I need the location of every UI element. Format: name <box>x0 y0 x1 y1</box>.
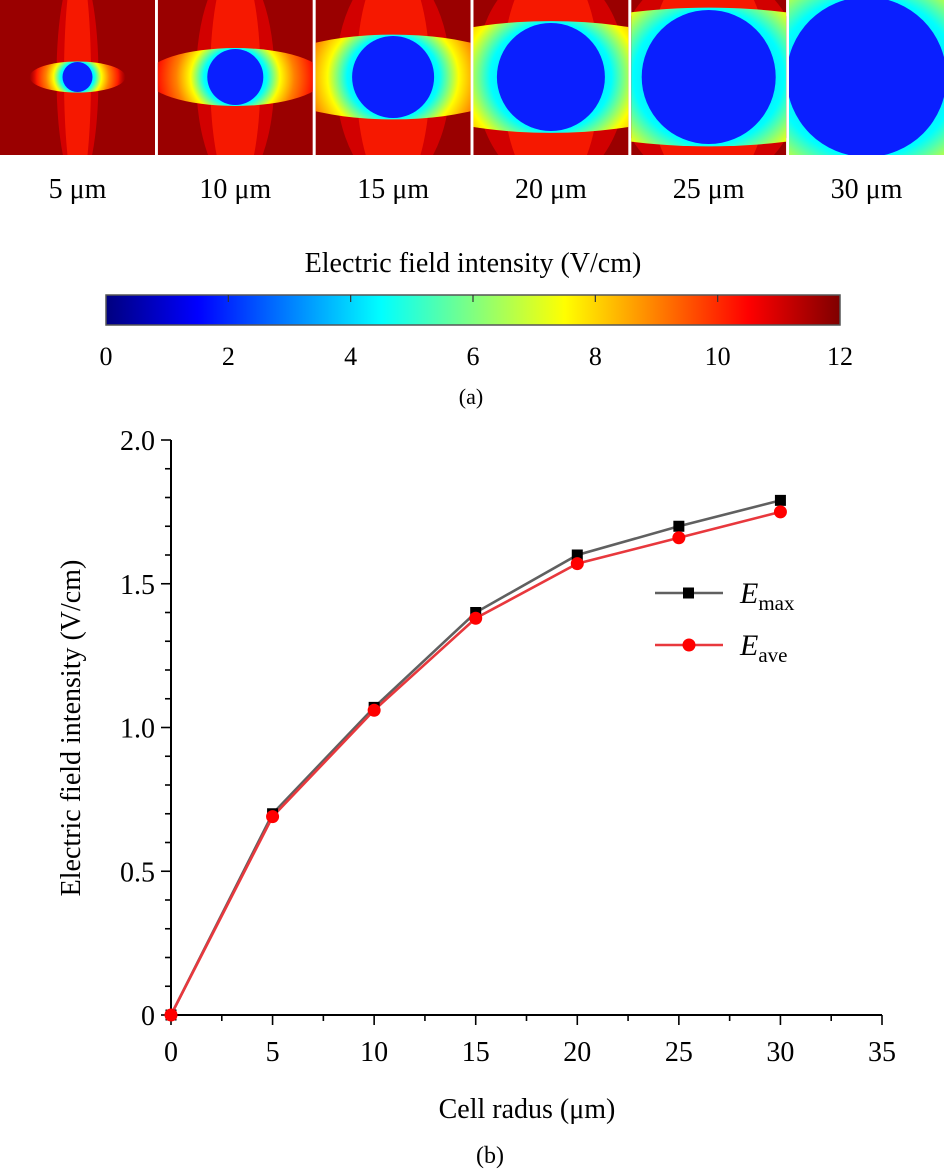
x-tick-label: 5 <box>266 1037 280 1068</box>
x-tick-label: 25 <box>665 1037 693 1068</box>
series-markers <box>165 495 787 1022</box>
cell-circle <box>352 36 434 118</box>
x-tick-label: 0 <box>164 1037 178 1068</box>
series-line-max <box>171 500 780 1015</box>
data-point-ave <box>469 612 482 625</box>
x-axis-label: Cell radus (μm) <box>439 1094 616 1125</box>
x-tick-label: 35 <box>868 1037 896 1068</box>
legend-marker <box>683 639 696 652</box>
field-map-panel <box>0 0 155 193</box>
data-point-ave <box>774 505 787 518</box>
data-point-max <box>673 521 684 532</box>
x-tick-label: 15 <box>462 1037 490 1068</box>
data-point-ave <box>672 531 685 544</box>
cell-circle <box>642 10 776 144</box>
legend-marker <box>683 588 694 599</box>
caption-b: (b) <box>476 1143 504 1169</box>
cell-circle <box>63 62 93 92</box>
y-tick-label: 0 <box>141 1001 155 1032</box>
field-map-panels <box>0 0 945 193</box>
data-point-ave <box>266 810 279 823</box>
panel-label: 25 μm <box>673 174 745 205</box>
panel-label: 30 μm <box>831 174 903 205</box>
colorbar-tick-label: 12 <box>827 342 853 371</box>
colorbar-tick-label: 8 <box>589 342 602 371</box>
cell-circle <box>787 0 945 157</box>
field-map-panel <box>146 0 325 193</box>
colorbar-tick-label: 6 <box>467 342 480 371</box>
panel-label: 5 μm <box>49 174 107 205</box>
axes: 0 5 10 15 20 25 30 35 0 0.5 1.0 1.5 2.0 <box>120 426 896 1068</box>
x-tick-label: 20 <box>563 1037 591 1068</box>
data-point-ave <box>368 704 381 717</box>
y-tick-label: 0.5 <box>120 857 155 888</box>
colorbar-tick-label: 4 <box>344 342 357 371</box>
colorbar-title: Electric field intensity (V/cm) <box>305 248 642 279</box>
data-point-ave <box>571 557 584 570</box>
cell-circle <box>207 49 263 105</box>
colorbar-tick-label: 2 <box>222 342 235 371</box>
y-tick-label: 2.0 <box>120 426 155 457</box>
data-point-max <box>775 495 786 506</box>
legend: Emax Eave <box>655 577 795 667</box>
series-line-ave <box>171 512 780 1015</box>
caption-a: (a) <box>459 384 483 409</box>
y-axis-label: Electric field intensity (V/cm) <box>56 560 87 897</box>
colorbar-tick-label: 0 <box>100 342 113 371</box>
panel-label: 10 μm <box>199 174 271 205</box>
cell-circle <box>497 23 605 131</box>
x-tick-label: 30 <box>766 1037 794 1068</box>
y-tick-label: 1.5 <box>120 570 155 601</box>
colorbar-tick-label: 10 <box>705 342 731 371</box>
legend-label: Emax <box>739 577 795 615</box>
field-map-labels: 5 μm 10 μm 15 μm 20 μm 25 μm 30 μm <box>49 174 903 205</box>
legend-label: Eave <box>739 629 787 667</box>
y-tick-label: 1.0 <box>120 714 155 745</box>
panel-label: 15 μm <box>357 174 429 205</box>
panel-label: 20 μm <box>515 174 587 205</box>
x-tick-label: 10 <box>360 1037 388 1068</box>
data-point-ave <box>165 1009 178 1022</box>
series-lines <box>171 500 780 1015</box>
line-chart: 0 5 10 15 20 25 30 35 0 0.5 1.0 1.5 2.0 Emax Eave Cel… <box>56 426 896 1169</box>
